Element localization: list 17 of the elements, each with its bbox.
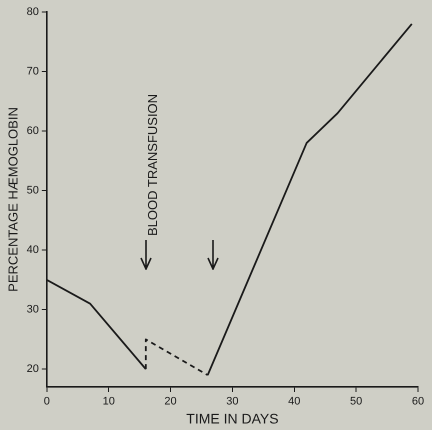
y-tick-label: 20 <box>26 363 39 376</box>
x-tick-label: 20 <box>164 396 177 408</box>
x-tick-label: 40 <box>288 396 300 408</box>
annotation: BLOOD TRANSFUSION <box>145 94 160 236</box>
y-tick-label: 70 <box>26 66 39 78</box>
y-axis-title: PERCENTAGE HÆMOGLOBIN <box>5 107 20 292</box>
y-tick-label: 60 <box>26 125 39 138</box>
y-tick-label: 40 <box>26 244 39 256</box>
x-tick-label: 50 <box>350 396 362 408</box>
y-tick-label: 80 <box>26 6 39 18</box>
x-tick-label: 10 <box>102 396 115 408</box>
x-tick-label: 30 <box>226 396 239 408</box>
x-tick-label: 0 <box>44 396 50 408</box>
x-axis-title: TIME IN DAYS <box>186 410 279 426</box>
y-tick-label: 50 <box>26 184 39 197</box>
x-tick-label: 60 <box>412 396 424 408</box>
y-tick-label: 30 <box>26 304 39 316</box>
